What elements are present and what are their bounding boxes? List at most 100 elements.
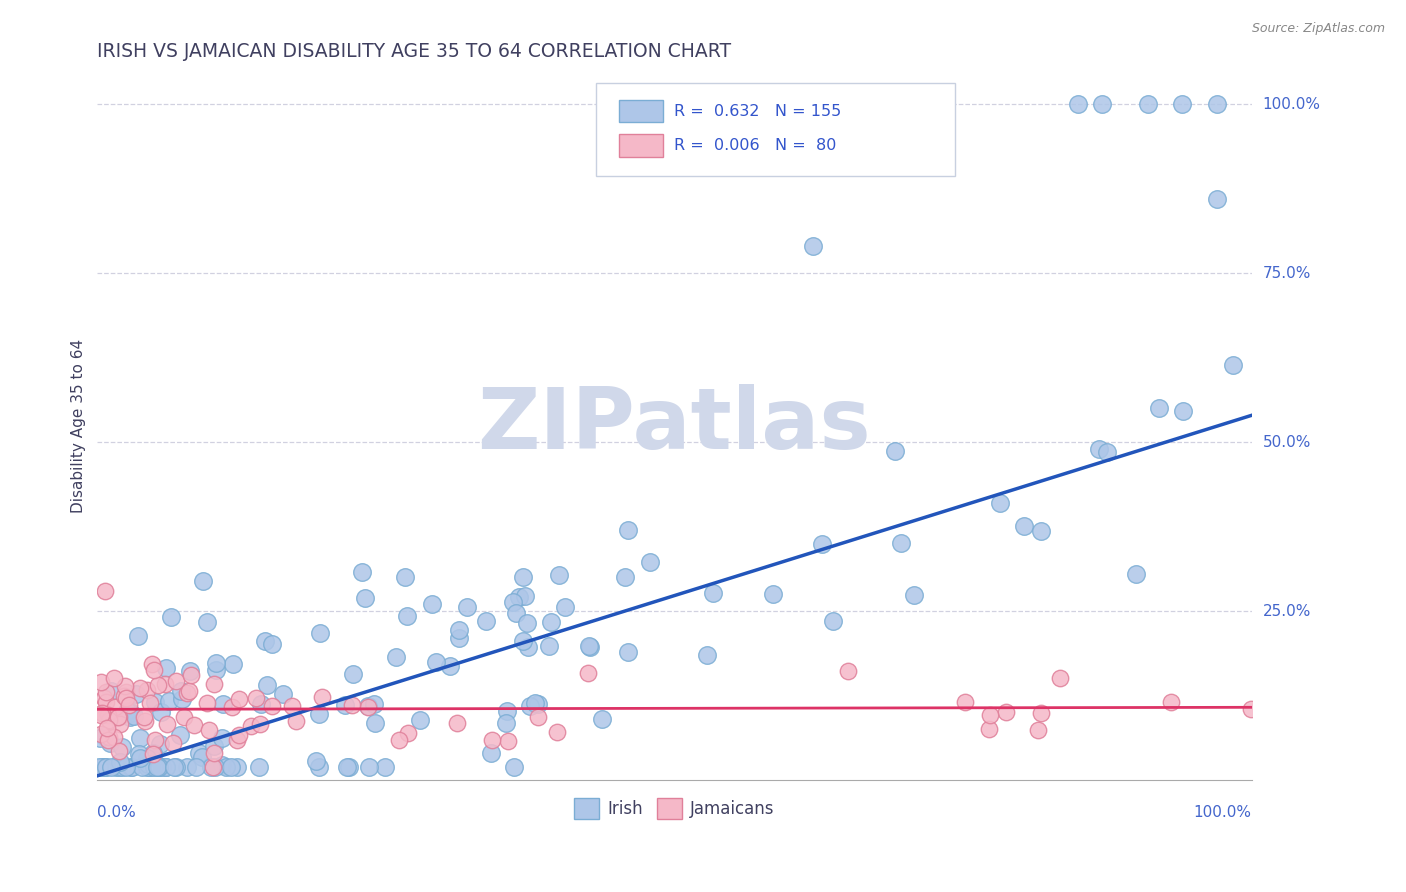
Point — [420, 598, 443, 612]
Point — [107, 710, 129, 724]
Point — [90, 706, 112, 720]
Point — [148, 760, 170, 774]
Point — [1222, 358, 1244, 372]
Point — [141, 657, 163, 672]
Point — [202, 677, 225, 691]
Point — [1239, 702, 1261, 716]
Point — [988, 496, 1011, 510]
Point — [104, 700, 127, 714]
Point — [1029, 524, 1052, 539]
Point — [205, 656, 228, 670]
Point — [87, 760, 110, 774]
Point — [193, 574, 215, 588]
Point — [1088, 442, 1111, 456]
Point — [108, 755, 131, 769]
Point — [90, 727, 112, 741]
Point — [114, 685, 136, 699]
Point — [173, 709, 195, 723]
Point — [176, 760, 198, 774]
Point — [183, 717, 205, 731]
Point — [108, 710, 131, 724]
Point — [1097, 445, 1119, 459]
Point — [228, 728, 250, 742]
Point — [112, 690, 135, 704]
Point — [93, 690, 115, 705]
Point — [125, 687, 148, 701]
Point — [136, 756, 159, 771]
Point — [240, 719, 263, 733]
Point — [554, 599, 576, 614]
Point — [115, 704, 138, 718]
Point — [155, 661, 177, 675]
Text: 0.0%: 0.0% — [97, 805, 136, 821]
Point — [145, 757, 167, 772]
Point — [146, 760, 169, 774]
FancyBboxPatch shape — [596, 83, 955, 176]
Point — [120, 760, 142, 774]
Point — [131, 760, 153, 774]
Point — [305, 754, 328, 768]
Point — [979, 707, 1001, 722]
Point — [354, 591, 377, 605]
Point — [159, 609, 181, 624]
Point — [337, 760, 360, 774]
Point — [201, 760, 224, 774]
Point — [696, 648, 718, 662]
Point — [93, 760, 115, 774]
Point — [221, 760, 243, 774]
Point — [120, 710, 142, 724]
Point — [149, 737, 172, 751]
Point — [204, 760, 226, 774]
Point — [143, 695, 166, 709]
Point — [155, 760, 177, 774]
Point — [903, 588, 925, 602]
Point — [496, 704, 519, 718]
Legend: Irish, Jamaicans: Irish, Jamaicans — [568, 791, 782, 825]
Point — [135, 682, 157, 697]
Point — [613, 569, 636, 583]
Point — [143, 732, 166, 747]
Point — [479, 746, 502, 760]
Point — [155, 760, 177, 774]
Point — [446, 715, 468, 730]
Point — [364, 715, 387, 730]
Point — [350, 566, 373, 580]
Point — [100, 760, 122, 774]
Y-axis label: Disability Age 35 to 64: Disability Age 35 to 64 — [72, 338, 86, 513]
Point — [617, 523, 640, 537]
Point — [512, 634, 534, 648]
Point — [108, 744, 131, 758]
Point — [100, 684, 122, 698]
Point — [195, 696, 218, 710]
Point — [250, 697, 273, 711]
Point — [262, 698, 284, 713]
Point — [979, 722, 1001, 736]
Point — [142, 747, 165, 761]
Point — [512, 570, 534, 584]
FancyBboxPatch shape — [619, 134, 662, 156]
Point — [821, 614, 844, 628]
Point — [89, 731, 111, 745]
Point — [134, 714, 156, 728]
Point — [135, 751, 157, 765]
Point — [225, 732, 247, 747]
Point — [254, 634, 277, 648]
Point — [505, 607, 527, 621]
Text: 100.0%: 100.0% — [1263, 97, 1320, 112]
Point — [198, 723, 221, 737]
Point — [357, 760, 380, 774]
Point — [994, 705, 1017, 719]
Point — [127, 629, 149, 643]
Point — [91, 760, 114, 774]
Point — [336, 760, 359, 774]
Point — [1125, 567, 1147, 582]
Point — [139, 696, 162, 710]
Point — [540, 615, 562, 629]
Point — [388, 733, 411, 747]
Point — [385, 650, 408, 665]
Point — [342, 666, 364, 681]
Point — [374, 760, 396, 774]
Point — [1067, 97, 1090, 112]
Point — [211, 757, 233, 772]
Point — [128, 747, 150, 761]
